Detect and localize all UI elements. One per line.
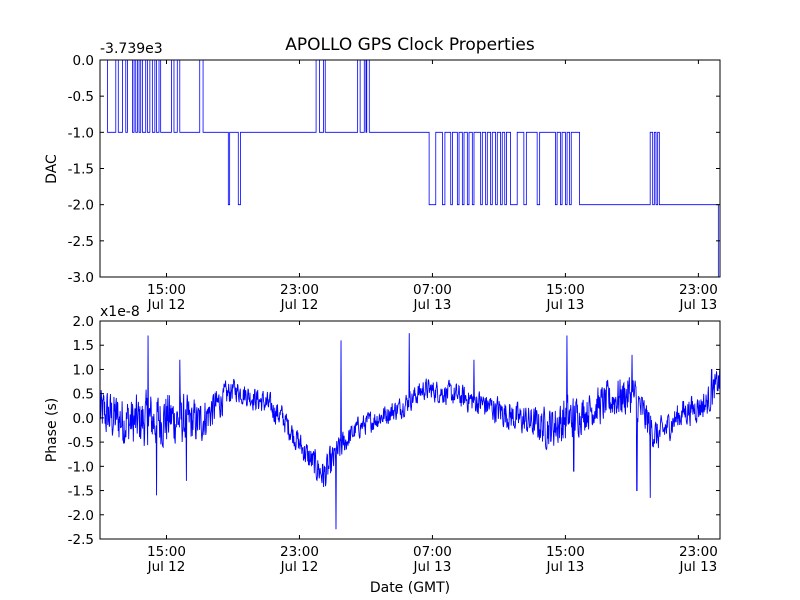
chart-title: APOLLO GPS Clock Properties — [285, 35, 535, 55]
phase-axes-frame — [99, 320, 721, 540]
x-tick-date-label: Jul 12 — [147, 559, 186, 575]
y-tick-label: 0.0 — [73, 53, 94, 69]
x-tick-time-label: 07:00 — [413, 544, 452, 560]
y-tick-label: -2.0 — [68, 508, 94, 524]
y-tick-label: -1.0 — [68, 125, 94, 141]
x-tick-time-label: 23:00 — [679, 282, 718, 298]
dac-y-axis-label: DAC — [44, 154, 60, 184]
x-tick-time-label: 15:00 — [147, 282, 186, 298]
x-tick-date-label: Jul 13 — [413, 297, 452, 313]
phase-offset-text: x1e-8 — [100, 304, 140, 320]
x-tick-date-label: Jul 12 — [280, 559, 319, 575]
x-tick-time-label: 15:00 — [147, 544, 186, 560]
y-tick-label: -1.5 — [68, 162, 94, 178]
x-tick-date-label: Jul 13 — [679, 297, 718, 313]
x-tick-date-label: Jul 13 — [413, 559, 452, 575]
x-tick-time-label: 23:00 — [679, 544, 718, 560]
y-tick-label: -0.5 — [68, 435, 94, 451]
y-tick-label: 2.0 — [73, 314, 94, 330]
x-tick-time-label: 15:00 — [546, 544, 585, 560]
y-tick-label: -0.5 — [68, 89, 94, 105]
x-tick-time-label: 07:00 — [413, 282, 452, 298]
phase-panel: x1e-8 Phase (s) Date (GMT) 2.0 1.5 1.0 0.5 0… — [44, 304, 721, 596]
x-tick-time-label: 15:00 — [546, 282, 585, 298]
x-axis-label: Date (GMT) — [370, 580, 450, 596]
dac-series-line — [100, 59, 720, 278]
dac-panel: -3.739e3 DAC 0.0 -0.5 -1.0 -1.5 -2.0 -2.5 -3.0… — [44, 41, 721, 313]
y-tick-label: 1.5 — [73, 338, 94, 354]
x-tick-time-label: 23:00 — [280, 282, 319, 298]
x-tick-time-label: 23:00 — [280, 544, 319, 560]
x-tick-date-label: Jul 13 — [546, 559, 585, 575]
y-tick-label: -3.0 — [68, 270, 94, 286]
y-tick-label: 0.5 — [73, 387, 94, 403]
phase-series-line — [99, 333, 721, 530]
x-tick-date-label: Jul 13 — [546, 297, 585, 313]
x-tick-date-label: Jul 12 — [147, 297, 186, 313]
y-tick-label: -2.0 — [68, 198, 94, 214]
phase-y-axis-label: Phase (s) — [44, 398, 60, 462]
y-tick-label: -1.5 — [68, 484, 94, 500]
y-tick-label: -2.5 — [68, 234, 94, 250]
dac-offset-text: -3.739e3 — [100, 41, 163, 57]
y-tick-label: 1.0 — [73, 362, 94, 378]
y-tick-label: -2.5 — [68, 532, 94, 548]
x-tick-date-label: Jul 13 — [679, 559, 718, 575]
x-tick-date-label: Jul 12 — [280, 297, 319, 313]
y-tick-label: -1.0 — [68, 459, 94, 475]
y-tick-label: 0.0 — [73, 411, 94, 427]
